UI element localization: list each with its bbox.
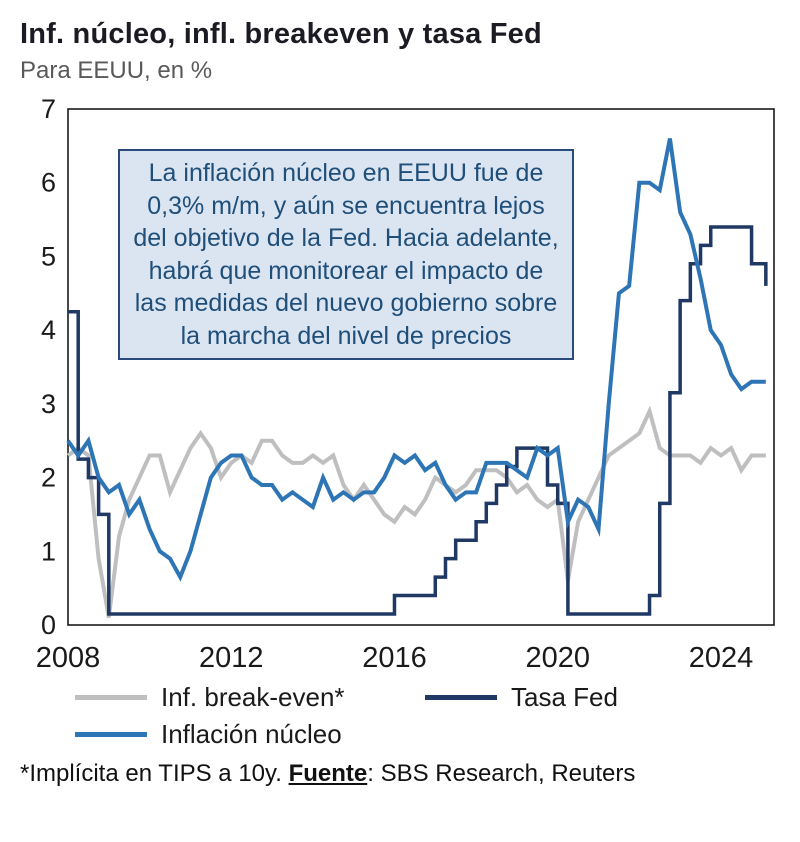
legend-label-nucleo: Inflación núcleo — [161, 719, 342, 749]
legend-item-nucleo: Inflación núcleo — [75, 719, 342, 750]
svg-text:7: 7 — [41, 95, 56, 124]
svg-text:2016: 2016 — [362, 642, 427, 674]
svg-text:2020: 2020 — [525, 642, 590, 674]
svg-text:5: 5 — [41, 241, 56, 271]
legend-item-breakeven: Inf. break-even* — [75, 682, 425, 713]
svg-text:6: 6 — [41, 168, 56, 198]
chart-area: 0 1 2 3 4 5 6 7 2008 2012 2016 2020 2024 La inflació… — [20, 95, 780, 680]
svg-text:2024: 2024 — [689, 642, 754, 674]
page-title: Inf. núcleo, infl. breakeven y tasa Fed — [20, 18, 542, 50]
svg-text:4: 4 — [41, 315, 56, 345]
inflacion-nucleo-line-swatch — [75, 732, 147, 737]
svg-text:2008: 2008 — [36, 642, 101, 674]
legend-row-2: Inflación núcleo — [75, 719, 780, 750]
page-subtitle: Para EEUU, en % — [20, 57, 213, 84]
svg-text:3: 3 — [41, 389, 56, 419]
chart-legend: Inf. break-even* Tasa Fed Inflación núcl… — [20, 682, 780, 750]
breakeven-line-swatch — [75, 695, 147, 700]
annotation-box: La inflación núcleo en EEUU fue de 0,3% … — [118, 149, 574, 360]
footnote: *Implícita en TIPS a 10y. Fuente: SBS Re… — [20, 760, 780, 788]
legend-label-tasa-fed: Tasa Fed — [511, 682, 618, 712]
svg-text:2: 2 — [41, 463, 56, 493]
svg-text:1: 1 — [41, 536, 56, 566]
svg-text:2012: 2012 — [199, 642, 264, 674]
svg-text:0: 0 — [41, 610, 56, 640]
footnote-pre: *Implícita en TIPS a 10y. — [20, 760, 289, 787]
legend-item-tasa-fed: Tasa Fed — [425, 682, 618, 713]
line-chart-canvas: 0 1 2 3 4 5 6 7 2008 2012 2016 2020 2024 — [36, 95, 775, 674]
legend-label-breakeven: Inf. break-even* — [161, 682, 345, 712]
footnote-post: : SBS Research, Reuters — [367, 760, 636, 787]
tasa-fed-line-swatch — [425, 695, 497, 700]
footnote-source-label: Fuente — [288, 760, 368, 787]
legend-row-1: Inf. break-even* Tasa Fed — [75, 682, 780, 713]
